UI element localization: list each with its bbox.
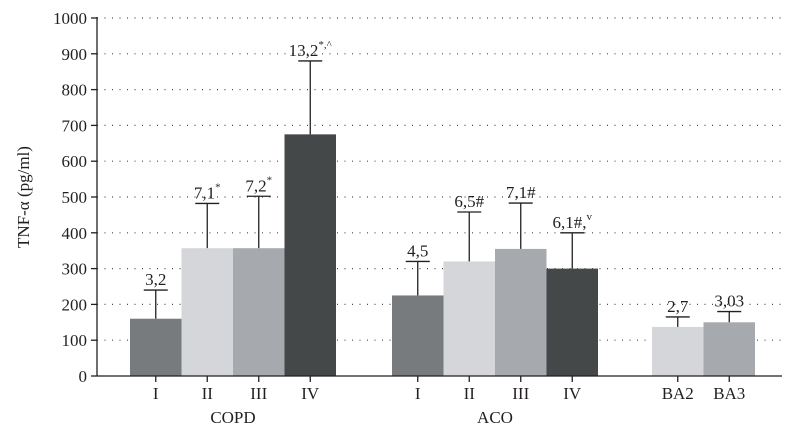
y-tick-label: 500 bbox=[62, 188, 88, 207]
data-label: 7,1* bbox=[194, 181, 221, 202]
bar bbox=[130, 318, 182, 376]
data-label: 7,2* bbox=[245, 174, 272, 195]
y-tick-label: 800 bbox=[62, 81, 88, 100]
bar bbox=[233, 248, 285, 376]
y-tick-label: 900 bbox=[62, 45, 88, 64]
y-tick-label: 300 bbox=[62, 260, 88, 279]
bar bbox=[652, 326, 704, 376]
bar bbox=[546, 268, 598, 376]
data-label: 3,2 bbox=[145, 270, 166, 289]
x-category-label: IV bbox=[563, 384, 582, 403]
data-label: 6,5# bbox=[454, 192, 484, 211]
group-label: ACO bbox=[477, 408, 513, 427]
data-label: 2,7 bbox=[667, 297, 689, 316]
x-category-label: BA2 bbox=[662, 384, 694, 403]
x-category-label: I bbox=[153, 384, 159, 403]
x-category-label: II bbox=[202, 384, 214, 403]
bar bbox=[181, 248, 233, 376]
x-category-label: I bbox=[415, 384, 421, 403]
y-tick-label: 100 bbox=[62, 331, 88, 350]
y-tick-label: 700 bbox=[62, 116, 88, 135]
y-tick-label: 400 bbox=[62, 224, 88, 243]
x-category-label: III bbox=[512, 384, 529, 403]
bar bbox=[495, 248, 547, 376]
y-tick-label: 200 bbox=[62, 295, 88, 314]
data-label: 4,5 bbox=[407, 241, 428, 260]
bar bbox=[284, 134, 336, 376]
data-label: 3,03 bbox=[714, 292, 744, 311]
data-label: 13,2*,^ bbox=[289, 39, 333, 60]
data-label: 7,1# bbox=[506, 183, 536, 202]
bar bbox=[392, 295, 444, 376]
y-tick-label: 1000 bbox=[53, 9, 87, 28]
bar bbox=[703, 322, 755, 376]
y-axis-title: TNF-α (pg/ml) bbox=[14, 146, 33, 248]
y-tick-label: 600 bbox=[62, 152, 88, 171]
group-label: COPD bbox=[210, 408, 255, 427]
data-label: 6,1#,v bbox=[553, 211, 593, 232]
x-category-label: BA3 bbox=[713, 384, 745, 403]
x-category-label: IV bbox=[301, 384, 320, 403]
y-tick-label: 0 bbox=[79, 367, 88, 386]
x-category-label: II bbox=[464, 384, 476, 403]
bar bbox=[443, 261, 495, 376]
x-category-label: III bbox=[250, 384, 267, 403]
